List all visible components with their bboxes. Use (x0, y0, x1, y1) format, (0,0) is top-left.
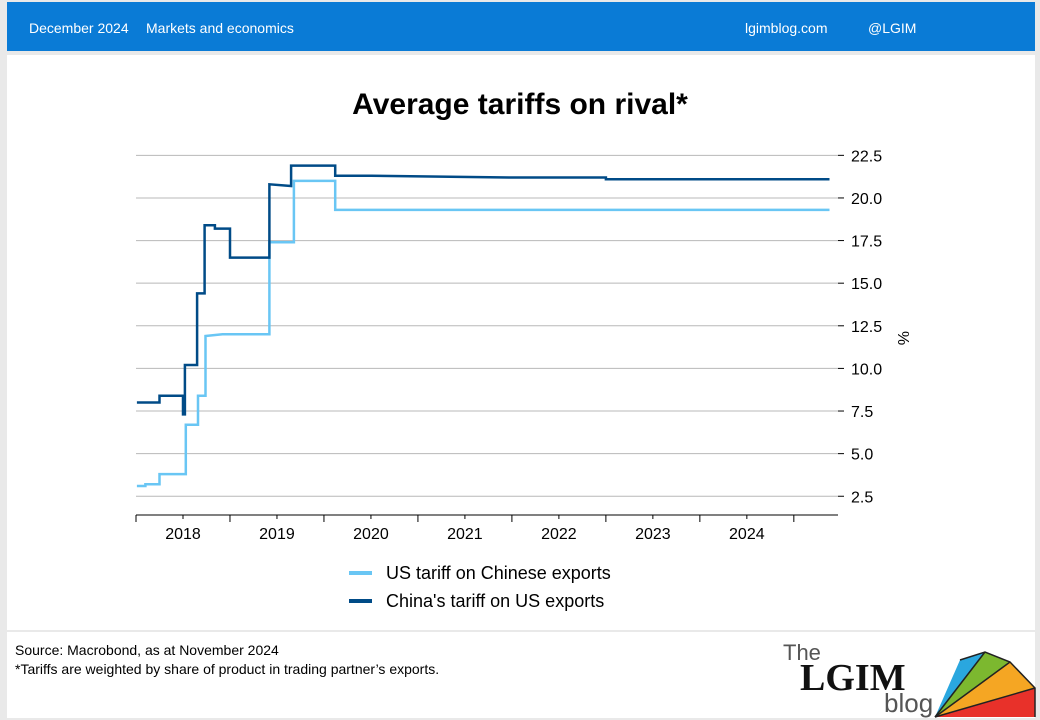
header-section[interactable]: Markets and economics (146, 20, 294, 36)
y-tick-label: 22.5 (851, 148, 882, 165)
x-axis: 2018 2019 2020 2021 2022 2023 2024 (135, 514, 838, 543)
x-tick-label: 2020 (353, 526, 389, 543)
series-line-2 (136, 164, 830, 416)
y-tick-label: 15.0 (851, 276, 882, 293)
y-axis: 2.5 5.0 7.5 10.0 12.5 15.0 17.5 20.0 22.5 (838, 148, 882, 506)
legend-label: China's tariff on US exports (386, 591, 604, 611)
source-note: Source: Macrobond, as at November 2024 (15, 642, 279, 658)
chart-title: Average tariffs on rival* (352, 88, 688, 121)
lgim-blog-logo: The LGIM blog (783, 640, 1036, 718)
y-tick-label: 20.0 (851, 191, 882, 208)
y-axis-label: % (894, 331, 911, 345)
x-tick-label: 2018 (165, 526, 201, 543)
header-handle-link[interactable]: @LGIM (868, 20, 917, 36)
logo-the: The (783, 640, 821, 665)
x-tick-label: 2021 (447, 526, 483, 543)
x-tick-label: 2023 (635, 526, 671, 543)
logo-lgim: LGIM (800, 657, 906, 699)
umbrella-icon (934, 651, 1036, 718)
y-tick-label: 7.5 (851, 404, 873, 421)
logo-blog: blog (884, 688, 933, 718)
x-tick-label: 2022 (541, 526, 577, 543)
y-tick-label: 5.0 (851, 447, 873, 464)
series-lines (136, 164, 830, 488)
header-bar: December 2024 Markets and economics lgim… (7, 2, 1035, 51)
header-date: December 2024 (29, 20, 129, 36)
header-site-link[interactable]: lgimblog.com (745, 20, 828, 36)
y-tick-label: 12.5 (851, 319, 882, 336)
footer-panel (7, 632, 1035, 718)
chart-panel (7, 55, 1035, 630)
x-tick-label: 2024 (729, 526, 765, 543)
y-tick-label: 10.0 (851, 361, 882, 378)
legend-label: US tariff on Chinese exports (386, 563, 611, 583)
legend: US tariff on Chinese exports China's tari… (349, 563, 611, 611)
grid-lines (136, 154, 838, 497)
footnote: *Tariffs are weighted by share of produc… (15, 661, 440, 677)
y-tick-label: 17.5 (851, 234, 882, 251)
y-tick-label: 2.5 (851, 489, 873, 506)
series-line-1 (136, 179, 830, 488)
x-tick-label: 2019 (259, 526, 295, 543)
